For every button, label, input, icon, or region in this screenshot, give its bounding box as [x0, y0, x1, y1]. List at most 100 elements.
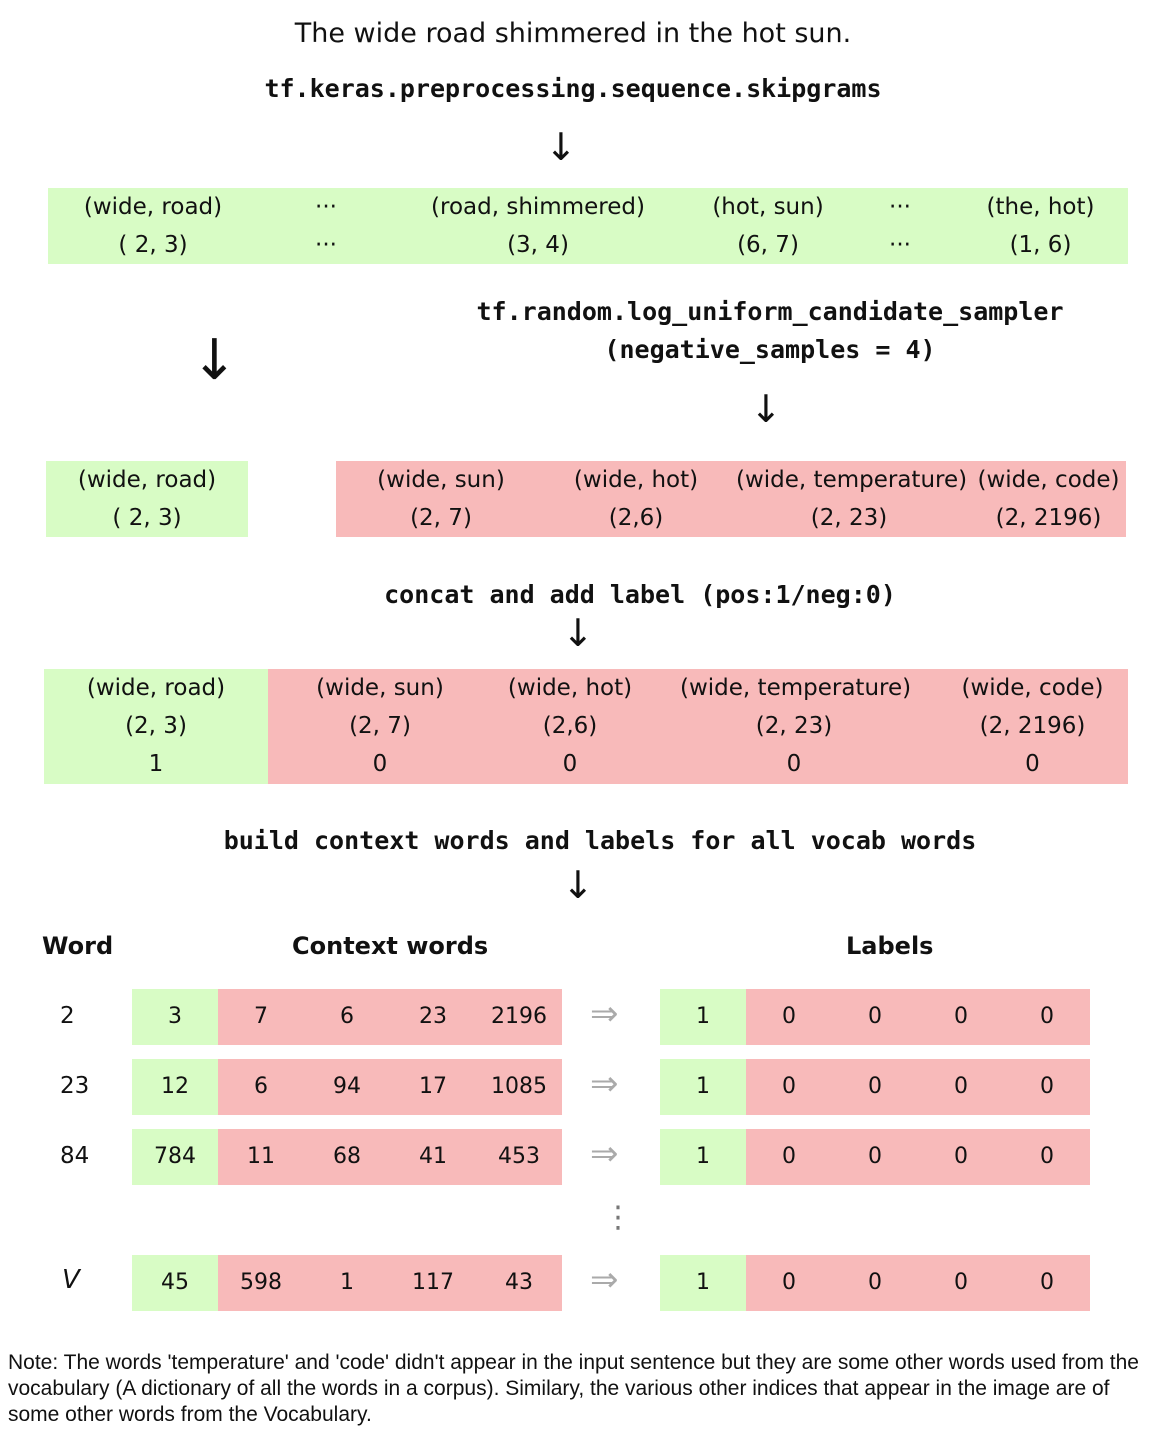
pair-label: 0	[562, 751, 578, 777]
input-sentence: The wide road shimmered in the hot sun.	[294, 18, 852, 49]
implies-arrow-icon: ⇒	[590, 1260, 619, 1300]
pair-ids: (2, 23)	[755, 713, 833, 739]
negative-context-cell: 41	[390, 1129, 476, 1185]
implies-arrow-icon: ⇒	[590, 994, 619, 1034]
positive-label-cell: 1	[660, 1255, 746, 1311]
pair-ids: (2,6)	[542, 713, 598, 739]
negative-label-cell: 0	[832, 1255, 918, 1311]
ellipsis-top: ···	[889, 194, 911, 220]
negative-context-cell: 43	[476, 1255, 562, 1311]
sampler-call-line1: tf.random.log_uniform_candidate_sampler	[476, 297, 1064, 326]
pair-words: (wide, road)	[77, 467, 217, 493]
pair-words: (wide, hot)	[507, 675, 633, 701]
row-word: 23	[60, 1073, 90, 1099]
combined-sample: (wide, temperature) (2, 23) 0	[680, 669, 912, 783]
negative-context-cell: 453	[476, 1129, 562, 1185]
negative-pair: (wide, sun) (2, 7)	[356, 461, 526, 537]
pair-words: (road, shimmered)	[431, 194, 645, 220]
down-arrow-icon: ↓	[562, 611, 594, 655]
negative-context-cell: 6	[304, 989, 390, 1045]
down-arrow-icon: ↓	[750, 387, 782, 431]
positive-context-cell: 12	[132, 1059, 218, 1115]
negative-context-cell: 7	[218, 989, 304, 1045]
word-header: Word	[42, 932, 114, 960]
combined-samples: (wide, road) (2, 3) 1 (wide, sun) (2, 7)…	[0, 669, 1166, 784]
pair-ids: (2, 7)	[349, 713, 411, 739]
positive-context-cell: 784	[132, 1129, 218, 1185]
negative-label-cell: 0	[1004, 1129, 1090, 1185]
positive-context-cell: 45	[132, 1255, 218, 1311]
skipgram-pairs-band: (wide, road) ( 2, 3) ··· ··· (road, shim…	[48, 188, 1128, 264]
note-text: Note: The words 'temperature' and 'code'…	[8, 1351, 1139, 1426]
negative-label-cell: 0	[1004, 989, 1090, 1045]
negative-label-cell: 0	[918, 1129, 1004, 1185]
combined-sample: (wide, hot) (2,6) 0	[490, 669, 650, 783]
build-label: build context words and labels for all v…	[223, 826, 977, 855]
ellipsis-bottom: ···	[315, 232, 337, 258]
pair-words: (wide, road)	[83, 194, 223, 220]
sampler-function-call: tf.random.log_uniform_candidate_sampler …	[430, 293, 1110, 369]
pair-ids: ( 2, 3)	[118, 232, 188, 258]
negative-pair: (wide, hot) (2,6)	[556, 461, 716, 537]
context-words-row: 3 7 6 23 2196	[132, 989, 562, 1045]
negative-label-cell: 0	[1004, 1255, 1090, 1311]
positive-label-cell: 1	[660, 1059, 746, 1115]
negative-label-cell: 0	[746, 1059, 832, 1115]
pair-words: (the, hot)	[986, 194, 1095, 220]
pair-words: (wide, temperature)	[680, 675, 912, 701]
skipgram-pair: (hot, sun) (6, 7)	[688, 188, 848, 264]
pair-words: (wide, temperature)	[736, 467, 968, 493]
negative-context-cell: 11	[218, 1129, 304, 1185]
skipgram-pair: (the, hot) (1, 6)	[963, 188, 1118, 264]
pair-ids: (2,6)	[608, 505, 664, 531]
combined-negative-cells	[268, 669, 1128, 784]
context-words-row: 12 6 94 17 1085	[132, 1059, 562, 1115]
context-words-row: 784 11 68 41 453	[132, 1129, 562, 1185]
pair-label: 0	[786, 751, 802, 777]
positive-context-cell: 3	[132, 989, 218, 1045]
negative-context-cell: 94	[304, 1059, 390, 1115]
ellipsis: ··· ···	[296, 188, 356, 264]
pair-words: (wide, sun)	[316, 675, 444, 701]
negative-context-cell: 598	[218, 1255, 304, 1311]
labels-header: Labels	[846, 932, 934, 960]
row-word: 2	[60, 1003, 75, 1029]
negative-context-cell: 1085	[476, 1059, 562, 1115]
negative-context-cell: 1	[304, 1255, 390, 1311]
context-words-header: Context words	[292, 932, 489, 960]
down-arrow-icon: ↓	[562, 863, 594, 907]
pair-label: 0	[372, 751, 388, 777]
negative-context-cell: 23	[390, 989, 476, 1045]
negative-context-cell: 2196	[476, 989, 562, 1045]
combined-sample: (wide, code) (2, 2196) 0	[950, 669, 1115, 783]
row-word: 84	[60, 1143, 90, 1169]
implies-arrow-icon: ⇒	[590, 1064, 619, 1104]
concat-label-suffix: (pos:1/neg:0)	[700, 580, 896, 609]
down-arrow-icon: ↓	[545, 125, 577, 169]
negative-context-cell: 117	[390, 1255, 476, 1311]
pair-words: (wide, code)	[961, 675, 1104, 701]
negative-label-cell: 0	[918, 989, 1004, 1045]
pair-words: (wide, code)	[977, 467, 1120, 493]
row-word: V	[62, 1265, 80, 1295]
skipgram-pair: (wide, road) ( 2, 3)	[58, 188, 248, 264]
pair-words: (wide, road)	[86, 675, 226, 701]
combined-positive-cell	[44, 669, 268, 784]
ellipsis: ··· ···	[870, 188, 930, 264]
negative-label-cell: 0	[918, 1255, 1004, 1311]
pair-ids: (2, 7)	[410, 505, 472, 531]
negative-pair: (wide, temperature) (2, 23)	[736, 461, 968, 537]
negative-label-cell: 0	[746, 1129, 832, 1185]
combined-sample: (wide, sun) (2, 7) 0	[285, 669, 475, 783]
pair-words: (hot, sun)	[712, 194, 824, 220]
negative-context-cell: 17	[390, 1059, 476, 1115]
pair-words: (wide, hot)	[573, 467, 699, 493]
pair-ids: (3, 4)	[507, 232, 569, 258]
positive-pair: (wide, road) ( 2, 3)	[46, 461, 248, 537]
vertical-ellipsis-icon: ⋮	[603, 1200, 633, 1235]
pair-ids: (2, 3)	[125, 713, 187, 739]
pair-ids: (2, 2196)	[995, 505, 1102, 531]
